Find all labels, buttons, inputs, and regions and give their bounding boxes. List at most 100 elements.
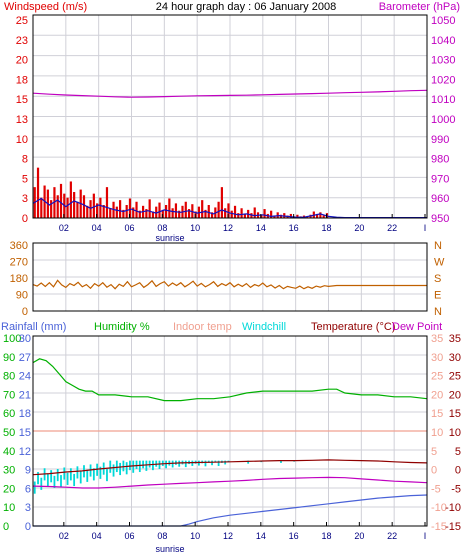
windchill-spike bbox=[60, 475, 62, 488]
windchill-spike bbox=[158, 460, 161, 469]
x-tick-label: 04 bbox=[92, 531, 102, 541]
y-tick-label: 21 bbox=[19, 389, 31, 401]
windchill-spike bbox=[76, 466, 79, 479]
windchill-spike bbox=[217, 460, 220, 466]
windchill-spike bbox=[211, 460, 213, 466]
y-tick-label: 90 bbox=[3, 352, 15, 364]
wind-bar bbox=[220, 187, 223, 218]
windchill-label: Windchill bbox=[242, 321, 286, 333]
x-tick-label: I bbox=[424, 223, 427, 233]
wind-bar bbox=[164, 205, 168, 218]
y-tick-label: E bbox=[434, 290, 441, 302]
y-tick-label: 960 bbox=[431, 193, 449, 205]
y-tick-label: 25 bbox=[16, 15, 28, 27]
wind-bar bbox=[115, 206, 118, 218]
wind-bar bbox=[89, 200, 92, 218]
wind-bar bbox=[59, 183, 63, 218]
y-tick-label: 20 bbox=[3, 483, 15, 495]
y-tick-label: 18 bbox=[16, 74, 28, 86]
wind-bar bbox=[187, 209, 191, 218]
windchill-spike bbox=[50, 470, 53, 483]
y-tick-label: 1020 bbox=[431, 74, 455, 86]
wind-bar bbox=[201, 200, 204, 218]
temperature-label: Temperature (°C) bbox=[311, 321, 395, 333]
y-tick-label: 15 bbox=[431, 408, 443, 420]
windchill-spike bbox=[63, 467, 66, 480]
temp-right-ticks: 35 30 25 20 15 10 5 0 -5 -10 -15 bbox=[445, 333, 461, 533]
y-tick-label: S bbox=[434, 273, 441, 285]
windchill-spike bbox=[148, 460, 151, 468]
x-tick-label: 16 bbox=[289, 531, 299, 541]
y-tick-label: 90 bbox=[16, 290, 28, 302]
windchill-spike bbox=[73, 473, 76, 487]
x-tick-label: 04 bbox=[92, 223, 102, 233]
y-tick-label: -15 bbox=[431, 521, 447, 533]
rain-label: Rainfall (mm) bbox=[1, 321, 66, 333]
windchill-spike bbox=[191, 460, 194, 466]
y-tick-label: 50 bbox=[3, 427, 15, 439]
x-tick-label: 02 bbox=[59, 223, 69, 233]
y-tick-label: 35 bbox=[431, 333, 443, 345]
gust-line bbox=[32, 197, 427, 219]
wind-bar bbox=[76, 201, 79, 218]
windchill-spike bbox=[79, 471, 82, 484]
y-tick-label: 970 bbox=[431, 173, 449, 185]
wind-bar bbox=[174, 203, 178, 218]
wind-left-ticks: 25 23 20 18 15 13 10 8 5 3 0 bbox=[16, 15, 28, 225]
windchill-spike bbox=[125, 462, 128, 475]
x-tick-label: 10 bbox=[190, 531, 200, 541]
wind-bar bbox=[138, 210, 141, 218]
wind-x-ticks: 02 04 06 08 10 12 14 16 18 20 22 I bbox=[59, 214, 426, 233]
y-tick-label: 0 bbox=[22, 213, 28, 225]
y-tick-label: 5 bbox=[431, 446, 437, 458]
x-tick-label: I bbox=[424, 531, 427, 541]
windchill-spike bbox=[56, 469, 59, 482]
wind-bar bbox=[273, 215, 276, 218]
windchill-spike bbox=[184, 460, 187, 468]
y-tick-label: 1050 bbox=[431, 15, 455, 27]
wind-bar bbox=[296, 214, 299, 218]
windchill-spike bbox=[135, 460, 138, 469]
x-tick-label: 06 bbox=[124, 531, 134, 541]
wind-bar bbox=[92, 193, 95, 218]
y-tick-label: 25 bbox=[449, 371, 461, 383]
wind-bar bbox=[178, 210, 181, 218]
wind-bar bbox=[289, 213, 292, 218]
y-tick-label: 0 bbox=[25, 521, 31, 533]
windchill-spike bbox=[92, 468, 95, 481]
y-tick-label: 10 bbox=[431, 427, 443, 439]
y-tick-label: 8 bbox=[22, 154, 28, 166]
y-tick-label: -10 bbox=[445, 502, 461, 514]
windchill-spike bbox=[40, 477, 43, 490]
x-tick-label: 08 bbox=[157, 531, 167, 541]
y-tick-label: 980 bbox=[431, 154, 449, 166]
wind-bar bbox=[233, 205, 237, 218]
y-tick-label: 100 bbox=[3, 333, 21, 345]
x-tick-label: 18 bbox=[321, 531, 331, 541]
wind-bar bbox=[82, 195, 86, 218]
y-tick-label: 30 bbox=[449, 352, 461, 364]
y-tick-label: 990 bbox=[431, 134, 449, 146]
humidity-label: Humidity % bbox=[94, 321, 150, 333]
wind-bar bbox=[50, 200, 53, 218]
windchill-spike bbox=[142, 460, 144, 469]
x-tick-label: 12 bbox=[223, 531, 233, 541]
y-tick-label: 80 bbox=[3, 371, 15, 383]
wind-bar bbox=[69, 181, 72, 218]
temperature-x-ticks: 02 04 06 08 10 12 14 16 18 20 22 I bbox=[59, 522, 426, 541]
y-tick-label: 23 bbox=[16, 35, 28, 47]
y-tick-label: 15 bbox=[449, 408, 461, 420]
x-tick-label: 16 bbox=[289, 223, 299, 233]
windchill-spike bbox=[204, 460, 207, 467]
y-tick-label: 70 bbox=[3, 389, 15, 401]
wind-bar bbox=[96, 203, 99, 218]
wind-bar bbox=[316, 213, 319, 218]
wind-bar bbox=[184, 201, 187, 218]
y-tick-label: -5 bbox=[451, 483, 461, 495]
direction-left-ticks: 360 270 180 90 0 bbox=[10, 240, 28, 318]
windchill-spike bbox=[171, 460, 174, 468]
y-tick-label: 3 bbox=[25, 502, 31, 514]
windchill-spike bbox=[69, 468, 72, 481]
y-tick-label: 9 bbox=[25, 465, 31, 477]
